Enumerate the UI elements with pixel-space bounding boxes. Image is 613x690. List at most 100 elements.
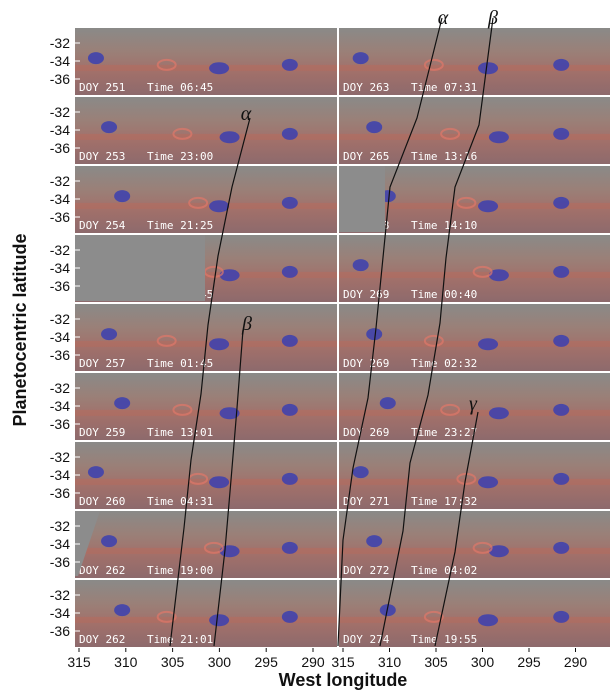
x-tick-label: 295 xyxy=(517,654,541,670)
bright-spot xyxy=(423,58,444,71)
cloud-band xyxy=(75,616,337,623)
y-tick-label: -32 xyxy=(50,587,70,603)
track-gamma-right xyxy=(434,411,479,647)
panel: DOY 263 Time 07:31 xyxy=(339,28,610,95)
vortex xyxy=(553,334,570,347)
overlay xyxy=(75,17,494,647)
panel: DOY 271 Time 17:32 xyxy=(339,442,610,509)
panel-time: Time 07:31 xyxy=(411,81,477,94)
bright-spot xyxy=(172,127,193,140)
feature-label: β xyxy=(487,7,498,29)
x-tick-label: 290 xyxy=(301,654,325,670)
vortex xyxy=(281,58,298,71)
y-tick-label: -34 xyxy=(50,191,70,207)
vortex xyxy=(209,62,230,75)
panel-time: Time 23:27 xyxy=(411,426,477,439)
cloud-band xyxy=(339,409,610,416)
vortex xyxy=(281,472,298,485)
vortex xyxy=(281,196,298,209)
x-tick-label: 305 xyxy=(161,654,185,670)
panel-time: Time 21:25 xyxy=(147,219,213,232)
feature-label: β xyxy=(241,313,252,335)
y-tick-label: -32 xyxy=(50,380,70,396)
vortex xyxy=(366,328,383,341)
vortex xyxy=(114,604,131,617)
bright-spot xyxy=(156,58,177,71)
bright-spot xyxy=(203,541,224,554)
vortex xyxy=(114,397,131,410)
no-data xyxy=(339,166,385,232)
bright-spot xyxy=(440,403,461,416)
vortex xyxy=(488,269,509,282)
vortex xyxy=(478,614,499,627)
panel-doy: DOY 269 xyxy=(343,357,389,370)
x-tick-label: 310 xyxy=(378,654,402,670)
vortex xyxy=(488,407,509,420)
cloud-band xyxy=(339,340,610,347)
x-tick-label: 315 xyxy=(67,654,91,670)
panel: DOY 262 Time 19:00 xyxy=(75,511,337,578)
panel-doy: DOY 260 xyxy=(79,495,125,508)
x-tick-label: 310 xyxy=(114,654,138,670)
bright-spot xyxy=(456,196,477,209)
y-tick-label: -32 xyxy=(50,173,70,189)
x-tick-label: 300 xyxy=(208,654,232,670)
panel-doy: DOY 269 xyxy=(343,288,389,301)
y-tick-label: -32 xyxy=(50,242,70,258)
x-tick-label: 315 xyxy=(331,654,355,670)
cloud-band xyxy=(75,64,337,71)
y-tick-label: -34 xyxy=(50,260,70,276)
x-tick-label: 300 xyxy=(471,654,495,670)
panel: DOY 262 Time 21:01 xyxy=(75,580,337,647)
panel: DOY 259 Time 13:01 xyxy=(75,373,337,440)
vortex xyxy=(209,338,230,351)
panel-time: Time 06:45 xyxy=(147,81,213,94)
vortex xyxy=(219,269,240,282)
vortex xyxy=(281,610,298,623)
panel: DOY 265 Time 13:16 xyxy=(339,97,610,164)
panel-time: Time 19:00 xyxy=(147,564,213,577)
vortex xyxy=(379,397,396,410)
y-tick-label: -36 xyxy=(50,209,70,225)
y-tick-label: -32 xyxy=(50,35,70,51)
bright-spot xyxy=(472,541,493,554)
track-beta-left xyxy=(213,329,244,647)
vortex xyxy=(101,535,118,548)
vortex xyxy=(281,265,298,278)
x-tick-label: 290 xyxy=(564,654,588,670)
panel-doy: DOY 274 xyxy=(343,633,390,646)
x-axis-label: West longitude xyxy=(279,670,408,690)
vortex xyxy=(553,403,570,416)
vortex xyxy=(553,265,570,278)
bright-spot xyxy=(423,334,444,347)
panel-time: Time 02:32 xyxy=(411,357,477,370)
bright-spot xyxy=(440,127,461,140)
vortex xyxy=(478,200,499,213)
y-tick-label: -34 xyxy=(50,467,70,483)
y-tick-label: -34 xyxy=(50,605,70,621)
vortex xyxy=(478,476,499,489)
feature-label: γ xyxy=(469,393,478,415)
panel-time: Time 14:10 xyxy=(411,219,477,232)
feature-label: α xyxy=(438,7,449,29)
vortex xyxy=(209,614,230,627)
track-beta-right xyxy=(379,17,494,647)
bright-spot xyxy=(423,610,444,623)
y-tick-label: -32 xyxy=(50,311,70,327)
panel: DOY 257 Time 01:45 xyxy=(75,304,337,371)
vortex xyxy=(101,328,118,341)
panel-doy: DOY 254 xyxy=(79,219,126,232)
vortex xyxy=(366,535,383,548)
panel-doy: DOY 263 xyxy=(343,81,389,94)
y-tick-label: -34 xyxy=(50,398,70,414)
cloud-band xyxy=(75,133,337,140)
y-tick-label: -36 xyxy=(50,623,70,639)
panel-time: Time 13:16 xyxy=(411,150,477,163)
panel-time: Time 04:31 xyxy=(147,495,213,508)
y-tick-label: -34 xyxy=(50,329,70,345)
y-tick-label: -32 xyxy=(50,449,70,465)
no-data xyxy=(75,235,205,301)
vortex xyxy=(219,131,240,144)
bright-spot xyxy=(156,610,177,623)
